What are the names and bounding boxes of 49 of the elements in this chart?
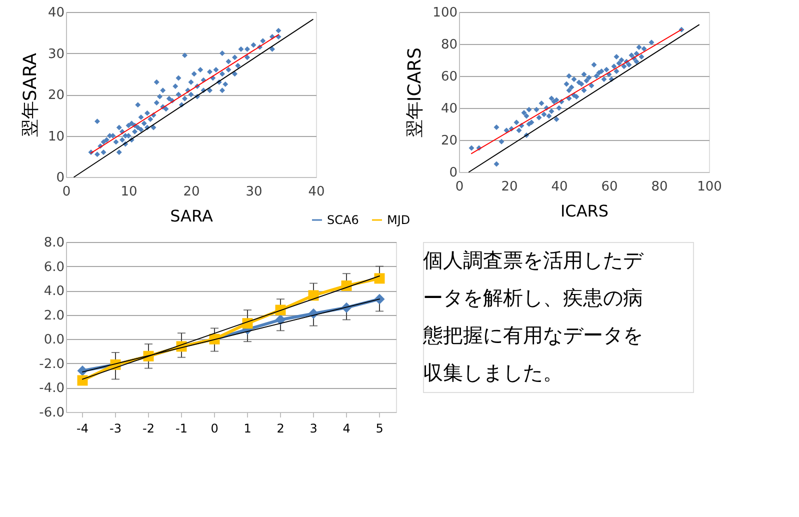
y-tick-label: 20 bbox=[48, 88, 64, 103]
y-tick-label: 6.0 bbox=[44, 260, 64, 275]
y-tick-label: 30 bbox=[48, 46, 64, 62]
y-tick-label: 0 bbox=[449, 166, 458, 180]
x-axis-title: ICARS bbox=[560, 202, 609, 220]
point bbox=[308, 290, 319, 301]
x-tick-label: 10 bbox=[120, 184, 138, 200]
y-tick-label: -6.0 bbox=[39, 406, 64, 420]
y-tick-label: 80 bbox=[440, 38, 458, 52]
y-axis-title: 翌年SARA bbox=[20, 52, 41, 138]
y-tick-label: 20 bbox=[440, 134, 458, 148]
y-axis-title: 翌年ICARS bbox=[404, 47, 426, 138]
x-tick-label: 100 bbox=[697, 180, 722, 194]
y-tick-label: -2.0 bbox=[39, 356, 64, 372]
y-tick-label: 60 bbox=[440, 70, 458, 84]
x-tick-label: 40 bbox=[308, 184, 325, 200]
legend-label: MJD bbox=[387, 213, 410, 227]
x-tick-label: 60 bbox=[601, 180, 618, 194]
x-tick-label: 3 bbox=[310, 422, 318, 436]
x-tick-label: 5 bbox=[376, 422, 384, 436]
x-tick-label: -1 bbox=[176, 422, 188, 436]
x-tick-label: 80 bbox=[651, 180, 668, 194]
x-tick-label: 30 bbox=[246, 184, 262, 200]
x-tick-label: 20 bbox=[501, 180, 518, 194]
y-tick-label: 10 bbox=[48, 129, 64, 144]
x-tick-label: 2 bbox=[276, 422, 284, 436]
x-tick-label: 1 bbox=[244, 422, 252, 436]
y-tick-label: 100 bbox=[432, 6, 458, 20]
point bbox=[242, 318, 253, 329]
x-axis-title: SARA bbox=[170, 206, 213, 226]
point bbox=[374, 273, 385, 284]
y-tick-label: 0.0 bbox=[44, 332, 64, 348]
text: 個人調査票を活用したデータを解析し、疾患の病態把握に有用なデータを収集しました。 bbox=[422, 248, 644, 384]
y-tick-label: 40 bbox=[440, 102, 458, 116]
y-tick-label: 40 bbox=[48, 6, 64, 20]
x-tick-label: -2 bbox=[142, 422, 154, 436]
y-tick-label: 8.0 bbox=[44, 236, 64, 250]
y-tick-label: 2.0 bbox=[44, 308, 64, 324]
point bbox=[77, 375, 88, 386]
point bbox=[275, 314, 286, 325]
x-tick-label: -3 bbox=[110, 422, 122, 436]
x-tick-label: 4 bbox=[342, 422, 350, 436]
x-tick-label: 20 bbox=[183, 184, 200, 200]
x-tick-label: 40 bbox=[551, 180, 568, 194]
y-tick-label: 4.0 bbox=[44, 284, 64, 300]
x-tick-label: 0 bbox=[210, 422, 218, 436]
x-tick-label: -4 bbox=[76, 422, 88, 436]
legend-label: SCA6 bbox=[327, 213, 359, 227]
y-tick-label: -4.0 bbox=[39, 381, 64, 396]
